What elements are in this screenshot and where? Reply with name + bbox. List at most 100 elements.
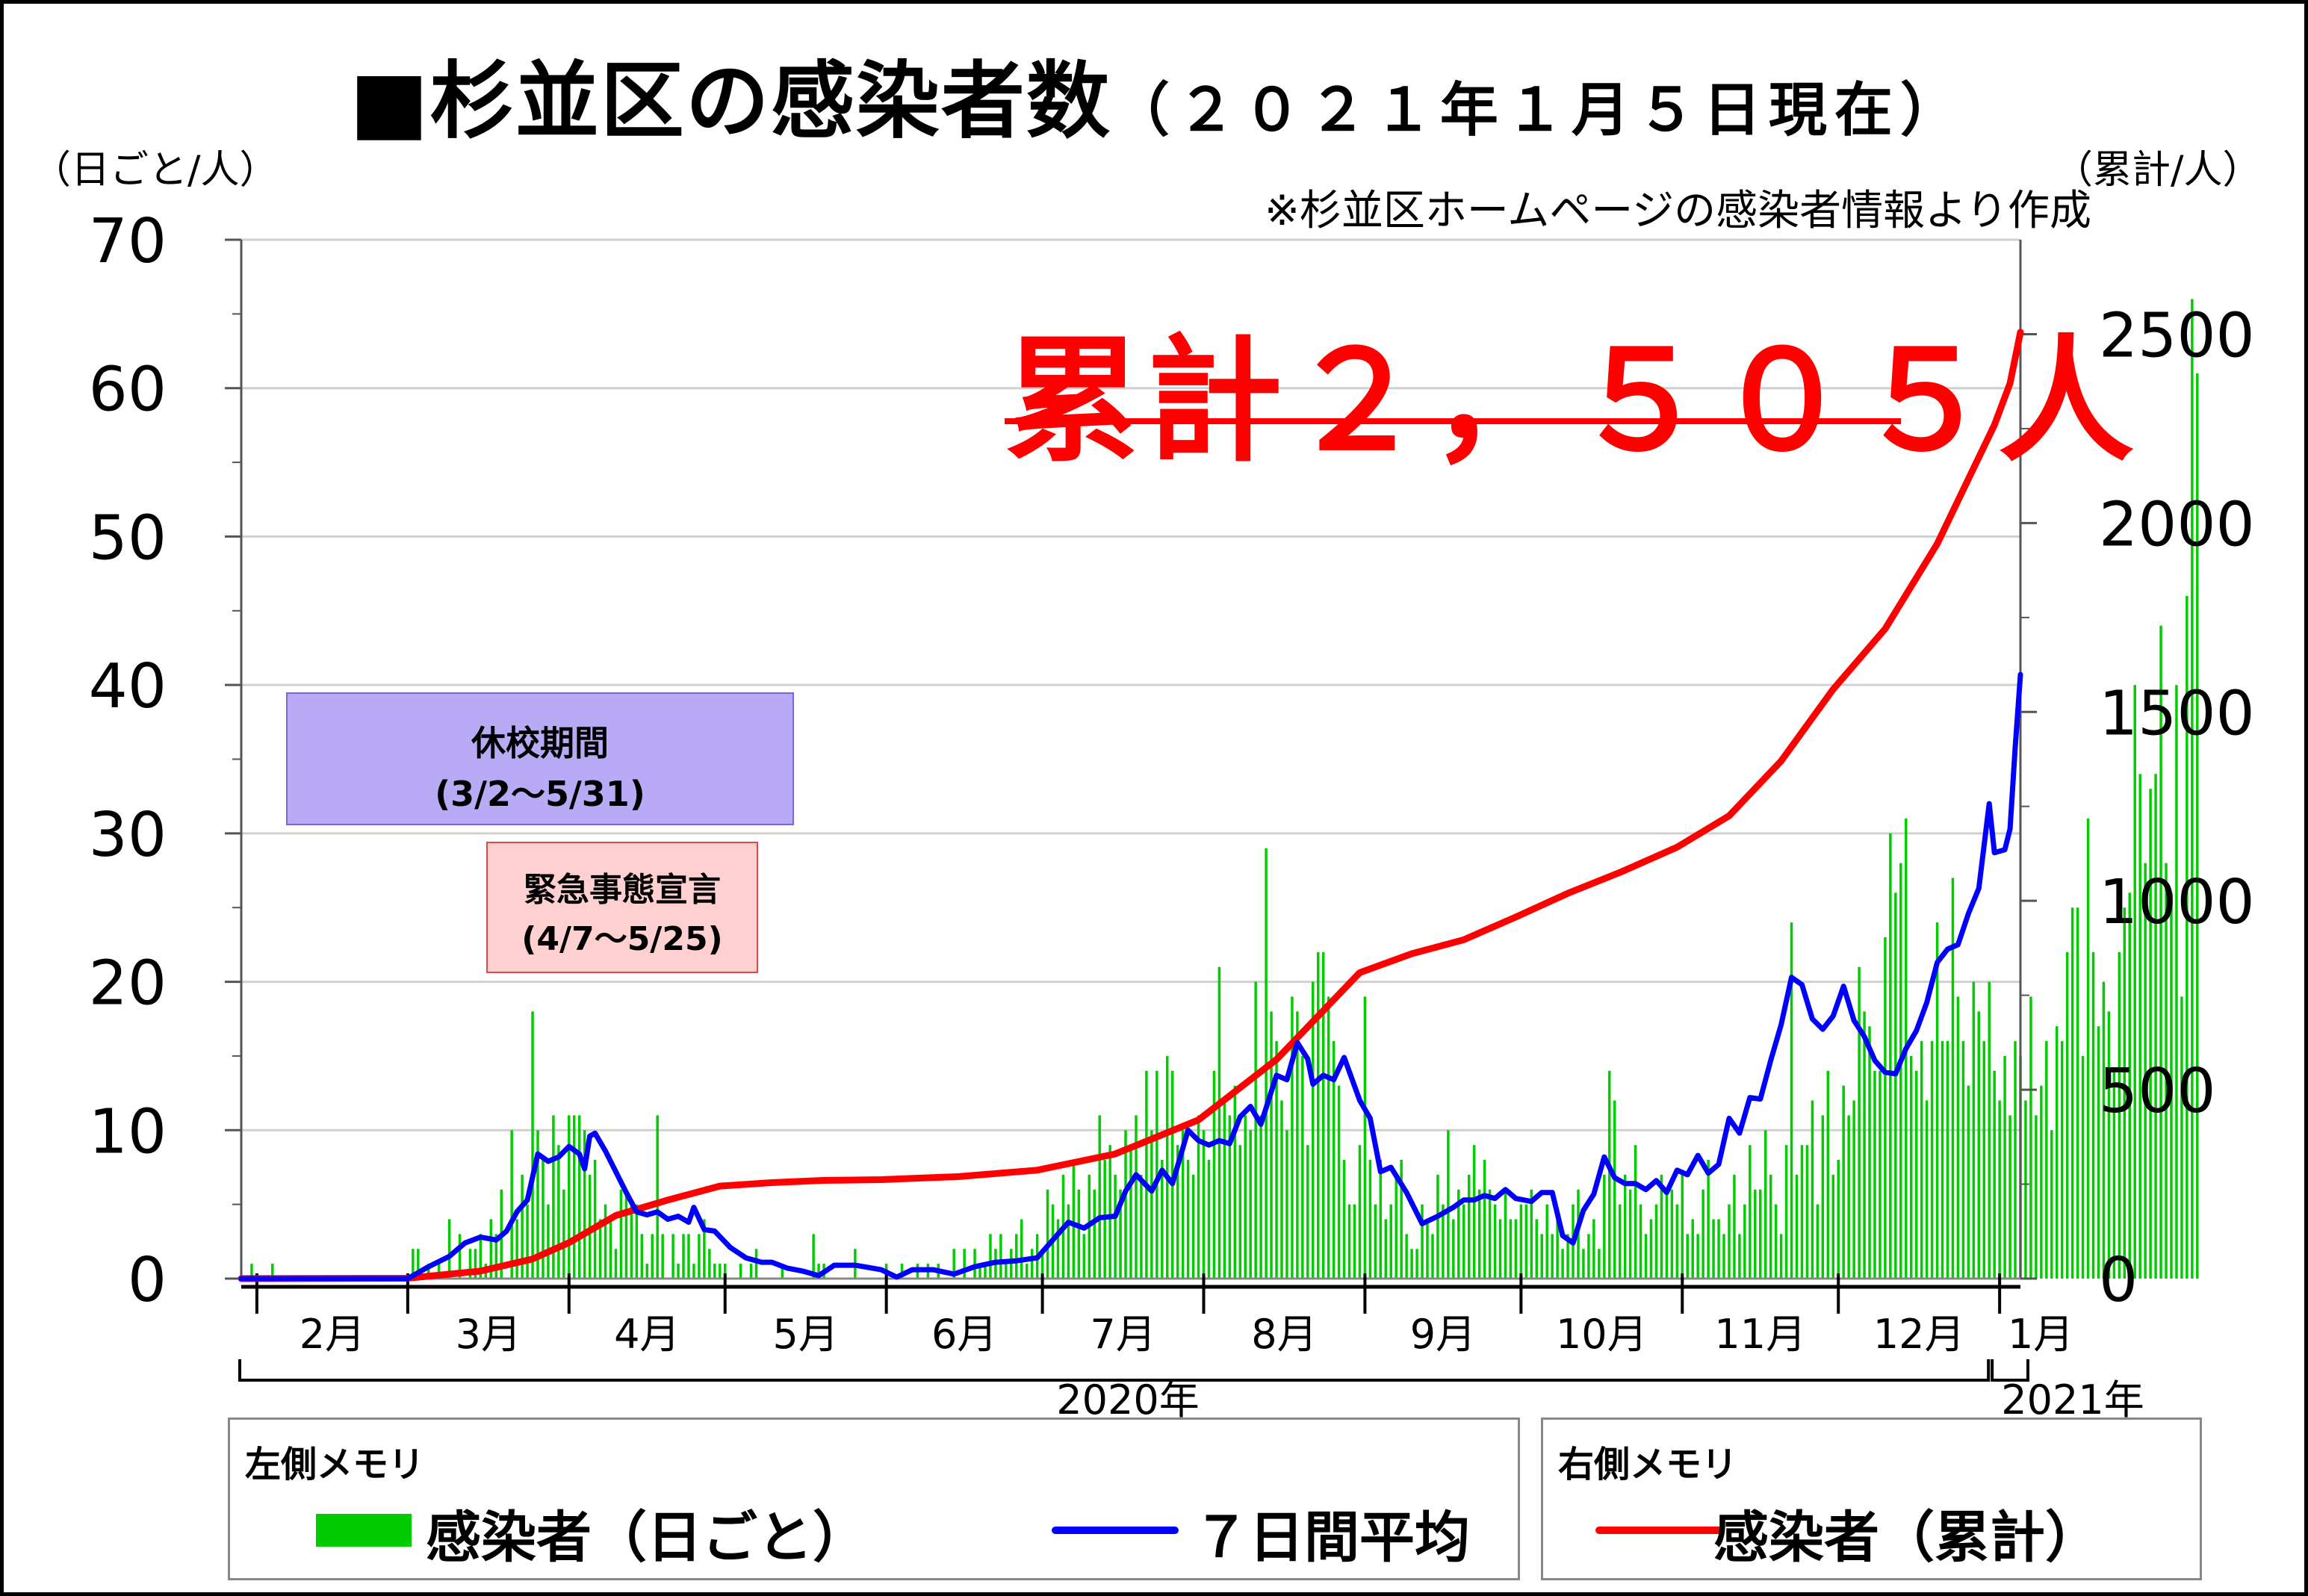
- daily-bar: [1114, 1174, 1117, 1279]
- daily-bar: [1821, 1115, 1825, 1279]
- grid-lines: [241, 238, 2020, 1131]
- daily-bar: [2086, 818, 2090, 1279]
- right-axis-tick-label: 1500: [2099, 678, 2255, 749]
- daily-bar: [1296, 1011, 1299, 1279]
- daily-bar: [1598, 1249, 1601, 1279]
- daily-bar: [1207, 1160, 1211, 1279]
- daily-bar: [1566, 1234, 1569, 1279]
- daily-bar: [510, 1130, 513, 1279]
- daily-bar: [640, 1234, 644, 1279]
- daily-bar: [723, 1264, 727, 1279]
- daily-bar: [2024, 1100, 2027, 1279]
- daily-bar: [1374, 1204, 1377, 1279]
- daily-bar: [692, 1264, 695, 1279]
- month-label: 6月: [931, 1311, 997, 1358]
- daily-bar: [489, 1219, 493, 1279]
- daily-bar: [1405, 1234, 1408, 1279]
- daily-bar: [1712, 1219, 1715, 1279]
- seven-day-average-line: [238, 671, 2023, 1282]
- daily-bar: [1941, 1041, 1944, 1279]
- daily-bar: [1015, 1234, 1018, 1279]
- daily-bar: [1197, 1115, 1200, 1279]
- daily-bar: [1925, 1100, 1929, 1279]
- year-bracket-2020: [238, 1359, 1991, 1382]
- daily-bar: [2118, 951, 2121, 1279]
- daily-bar: [656, 1115, 659, 1279]
- daily-bar: [1020, 1219, 1023, 1279]
- daily-bar: [1899, 863, 1902, 1279]
- daily-bar: [1327, 996, 1330, 1279]
- daily-bar: [494, 1234, 498, 1279]
- daily-bar: [1826, 1070, 1830, 1279]
- legend-left: 左側メモリ 感染者（日ごと） ７日間平均: [228, 1418, 1520, 1580]
- axes: 0 10 20 30 40 50 60 70 0 500 1000 1500 2000 2500 2月 3月 4…: [89, 206, 2255, 1423]
- daily-bar: [1431, 1234, 1434, 1279]
- daily-bar: [1140, 1174, 1143, 1279]
- daily-legend-label: 感染者（日ごと）: [426, 1506, 868, 1570]
- daily-bar: [609, 1219, 612, 1279]
- series-lines: [238, 329, 2024, 1282]
- left-axis-unit: （日ごと/人）: [32, 148, 279, 193]
- daily-bar: [1722, 1234, 1725, 1279]
- daily-bar: [2076, 907, 2079, 1279]
- daily-bar: [1400, 1160, 1403, 1279]
- avg-legend-swatch: [1052, 1527, 1179, 1534]
- daily-bar: [1623, 1174, 1627, 1279]
- daily-bar: [817, 1264, 820, 1279]
- right-axis-tick-label: 1000: [2099, 867, 2255, 938]
- daily-bar: [593, 1160, 597, 1279]
- month-label: 3月: [456, 1311, 521, 1358]
- daily-bar: [1587, 1234, 1590, 1279]
- daily-bar: [1145, 1070, 1148, 1279]
- daily-bar: [989, 1234, 992, 1279]
- daily-bar: [1977, 1011, 1981, 1279]
- daily-bar: [1946, 1041, 1949, 1279]
- daily-bar: [1524, 1204, 1528, 1279]
- daily-bar: [1067, 1204, 1070, 1279]
- daily-bar: [1920, 1041, 1923, 1279]
- month-label: 2月: [300, 1311, 365, 1358]
- year-label-2020: 2020年: [1056, 1376, 1199, 1423]
- daily-bar: [1040, 1249, 1044, 1279]
- daily-bar: [2180, 996, 2183, 1279]
- daily-bar: [2191, 299, 2194, 1279]
- daily-bar: [1935, 922, 1939, 1279]
- daily-bar: [1852, 1100, 1855, 1279]
- daily-bar: [1805, 1145, 1809, 1279]
- daily-bar: [1072, 1160, 1076, 1279]
- daily-bar: [2081, 1055, 2085, 1279]
- daily-bar: [1077, 1189, 1081, 1279]
- daily-bar: [1909, 1055, 1913, 1279]
- daily-bar: [1816, 1204, 1820, 1279]
- daily-bar: [542, 1160, 545, 1279]
- left-axis-tick-label: 50: [89, 503, 167, 574]
- left-axis-tick-label: 40: [89, 651, 167, 722]
- daily-bar: [1472, 1145, 1476, 1279]
- daily-bar: [1353, 1204, 1356, 1279]
- month-label: 8月: [1251, 1311, 1317, 1358]
- daily-bar: [2154, 774, 2157, 1279]
- daily-bar: [2060, 1041, 2064, 1279]
- daily-bar: [1967, 1085, 1970, 1279]
- daily-bar: [2144, 863, 2147, 1279]
- daily-bar: [2128, 892, 2132, 1279]
- daily-bar: [1608, 1070, 1611, 1279]
- daily-bar: [598, 1219, 602, 1279]
- month-label: 11月: [1714, 1311, 1806, 1358]
- daily-bar: [2159, 625, 2162, 1279]
- daily-bar: [2170, 892, 2173, 1279]
- daily-bar: [1119, 1189, 1122, 1279]
- daily-bar: [1603, 1174, 1606, 1279]
- daily-bar: [812, 1234, 815, 1279]
- daily-bar: [1493, 1204, 1497, 1279]
- daily-bar: [474, 1249, 477, 1279]
- daily-bar: [1660, 1174, 1663, 1279]
- daily-bar: [1749, 1145, 1752, 1279]
- daily-bar: [1519, 1204, 1523, 1279]
- daily-bar: [1358, 1145, 1362, 1279]
- daily-bar: [1186, 1160, 1190, 1279]
- daily-bar: [1223, 1100, 1226, 1279]
- daily-bar: [708, 1249, 711, 1279]
- daily-bar: [1842, 1085, 1845, 1279]
